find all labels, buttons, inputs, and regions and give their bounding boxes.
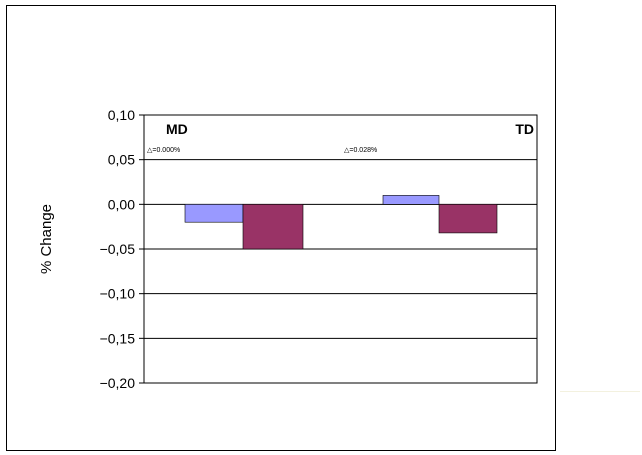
bar-td-series-1 [382,195,440,205]
annotation-md: △=0.000% [147,147,180,154]
chart-frame: 0,10 0,05 0,00 −0,05 −0,10 −0,15 −0,20 % Chang… [6,5,556,451]
y-axis-label: % Change [38,204,55,274]
y-tick-label: −0,10 [100,286,136,302]
bar-td-series-2 [438,204,498,234]
bar-chart: 0,10 0,05 0,00 −0,05 −0,10 −0,15 −0,20 % Chang… [38,107,538,391]
y-tick-label: −0,05 [100,241,136,257]
bar-md-series-1 [184,204,244,223]
panel-label-td: TD [515,121,534,137]
y-tick-label: −0,20 [100,375,136,391]
decorative-line [560,391,640,392]
annotation-td: △=0.028% [344,147,377,154]
bar-md-series-2 [242,204,304,250]
y-tick-label: −0,15 [100,330,136,346]
panel-label-md: MD [166,121,188,137]
y-tick-label: 0,10 [108,107,135,123]
y-tick-label: 0,05 [108,152,135,168]
y-tick-label: 0,00 [108,196,135,212]
